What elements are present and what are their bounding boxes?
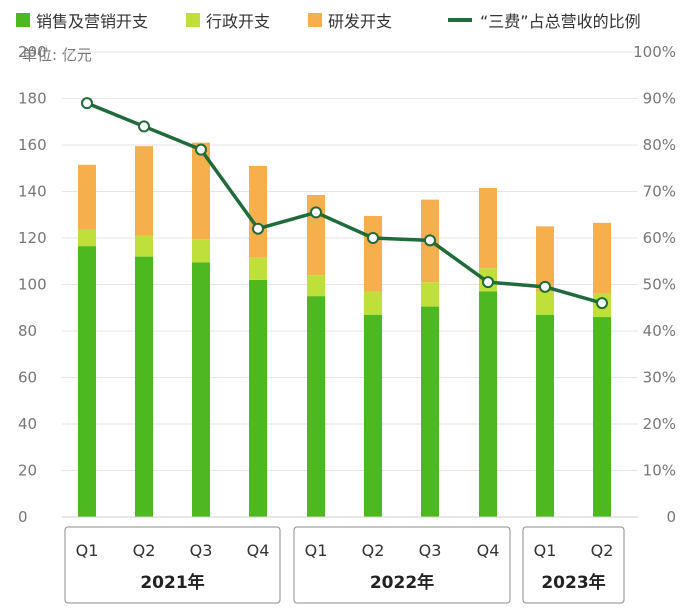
bar-rd: [364, 215, 382, 292]
y-tick-label: 140: [18, 183, 47, 201]
legend-label-ratio: “三费”占总营收的比例: [480, 12, 641, 31]
ratio-point: [81, 97, 93, 110]
year-label: 2023年: [541, 572, 605, 593]
x-tick-label: Q4: [247, 541, 270, 560]
x-tick-label: Q1: [76, 541, 99, 560]
chart-legend: 销售及营销开支 行政开支 研发开支 “三费”占总营收的比例: [8, 4, 698, 32]
bar-rd: [135, 146, 153, 236]
y2-tick-label: 100%: [633, 43, 676, 61]
year-group-box: [522, 526, 625, 604]
bar-rd: [593, 222, 611, 294]
y2-tick-label: 80%: [643, 136, 676, 154]
legend-swatch-sales: [16, 13, 30, 27]
y-tick-label: 120: [18, 229, 47, 247]
legend-item-admin: 行政开支: [186, 8, 270, 32]
y2-tick-label: 40%: [643, 322, 676, 340]
unit-label: 单位: 亿元: [22, 46, 92, 64]
ratio-point: [596, 297, 608, 310]
ratio-point: [482, 276, 494, 289]
legend-label-admin: 行政开支: [206, 12, 271, 31]
y-tick-label: 20: [18, 462, 37, 480]
year-group-box: [64, 526, 281, 604]
bar-rd: [479, 188, 497, 269]
y2-tick-label: 10%: [643, 462, 676, 480]
bar-sales: [593, 317, 611, 517]
bar-admin: [307, 275, 325, 297]
legend-item-rd: 研发开支: [308, 8, 392, 32]
bar-sales: [421, 306, 439, 517]
bar-sales: [307, 296, 325, 517]
x-tick-label: Q4: [477, 541, 500, 560]
legend-label-sales: 销售及营销开支: [36, 12, 149, 31]
bar-rd: [536, 226, 554, 292]
year-label: 2022年: [370, 572, 434, 593]
bar-admin: [536, 291, 554, 315]
bar-sales: [536, 314, 554, 517]
x-tick-label: Q3: [419, 541, 442, 560]
ratio-point: [195, 143, 207, 156]
legend-swatch-ratio: [448, 18, 472, 22]
ratio-point: [138, 120, 150, 133]
bar-admin: [249, 257, 267, 280]
y-tick-label: 80: [18, 322, 37, 340]
y2-tick-label: 0: [666, 508, 676, 526]
bar-sales: [78, 246, 96, 517]
ratio-point: [424, 234, 436, 247]
y-tick-label: 0: [18, 508, 28, 526]
bar-admin: [135, 235, 153, 257]
bar-admin: [192, 239, 210, 263]
bar-rd: [249, 165, 267, 258]
ratio-point: [252, 222, 264, 235]
legend-item-ratio: “三费”占总营收的比例: [448, 8, 641, 32]
bar-sales: [249, 279, 267, 517]
y2-tick-label: 70%: [643, 183, 676, 201]
bar-sales: [364, 314, 382, 517]
y2-tick-label: 50%: [643, 276, 676, 294]
bar-rd: [192, 142, 210, 240]
y-tick-label: 40: [18, 415, 37, 433]
y-tick-label: 200: [18, 43, 47, 61]
year-label: 2021年: [140, 572, 204, 593]
ratio-point: [539, 280, 551, 293]
ratio-line: [86, 101, 603, 305]
bar-sales: [192, 262, 210, 517]
x-tick-label: Q3: [190, 541, 213, 560]
y-tick-label: 100: [18, 276, 47, 294]
year-group-box: [293, 526, 511, 604]
ratio-point: [310, 206, 322, 219]
y2-tick-label: 60%: [643, 229, 676, 247]
bar-admin: [78, 229, 96, 247]
bar-sales: [135, 256, 153, 517]
y-tick-label: 180: [18, 90, 47, 108]
y-tick-label: 60: [18, 369, 37, 387]
y-tick-label: 160: [18, 136, 47, 154]
ratio-point: [367, 232, 379, 244]
x-tick-label: Q2: [133, 541, 156, 560]
x-tick-label: Q1: [534, 541, 557, 560]
bar-sales: [479, 291, 497, 517]
bar-rd: [78, 164, 96, 230]
x-tick-label: Q2: [591, 541, 614, 560]
y2-tick-label: 30%: [643, 369, 676, 387]
y2-tick-label: 20%: [643, 415, 676, 433]
bar-admin: [421, 282, 439, 307]
x-tick-label: Q2: [362, 541, 385, 560]
x-tick-label: Q1: [305, 541, 328, 560]
legend-label-rd: 研发开支: [328, 12, 393, 31]
legend-swatch-admin: [186, 13, 200, 27]
legend-item-sales: 销售及营销开支: [16, 8, 148, 32]
bar-admin: [364, 291, 382, 315]
legend-swatch-rd: [308, 13, 322, 27]
y2-tick-label: 90%: [643, 90, 676, 108]
